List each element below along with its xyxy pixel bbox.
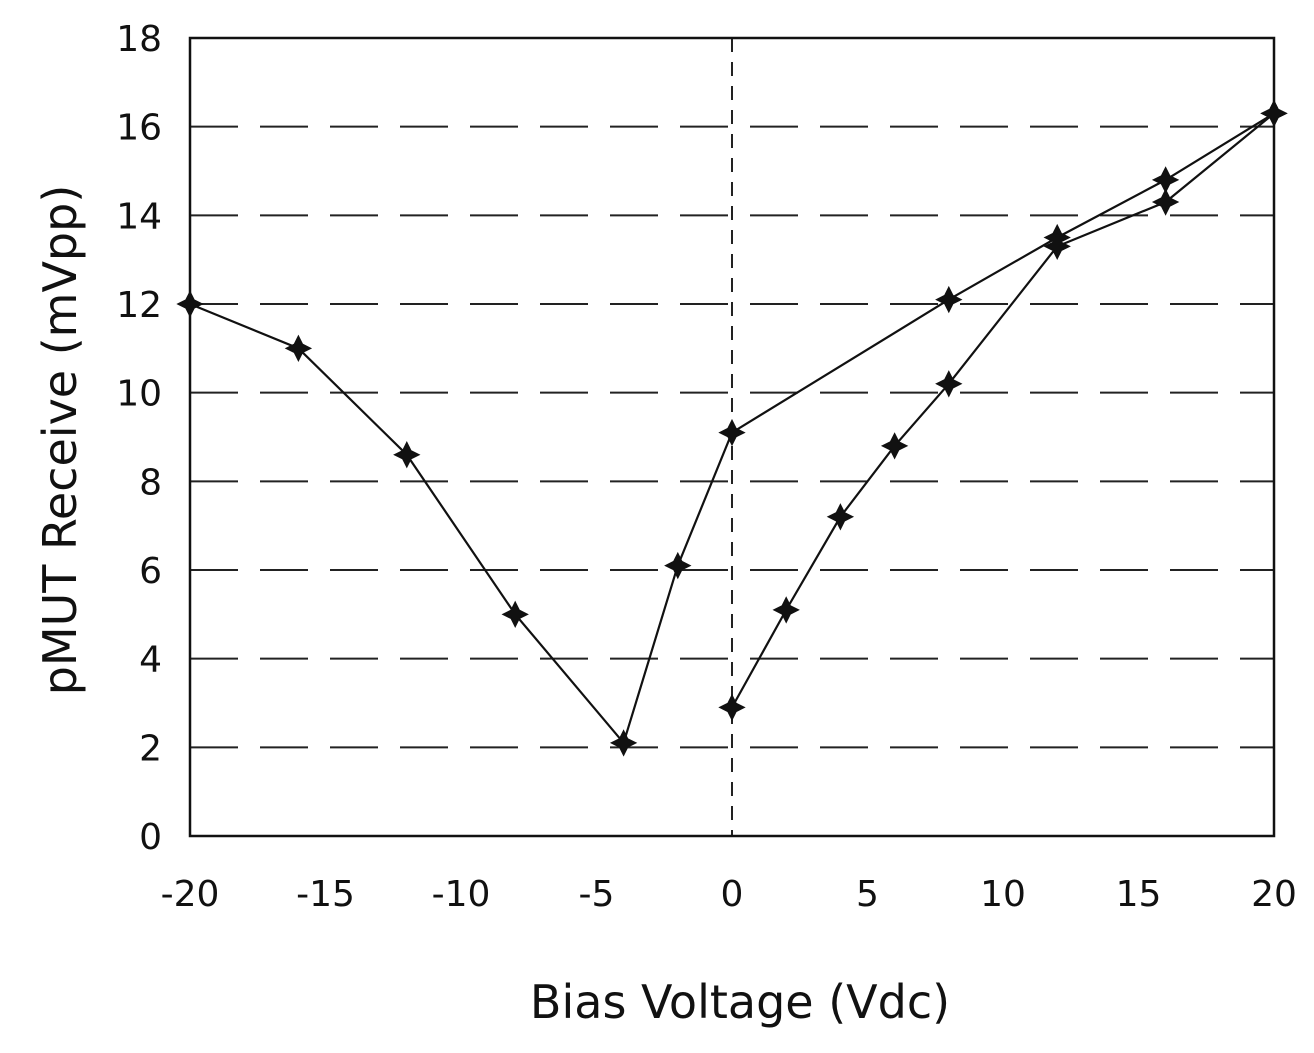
x-tick-label: 10 bbox=[980, 874, 1026, 915]
y-tick-label: 10 bbox=[116, 374, 162, 415]
y-tick-label: 4 bbox=[139, 640, 162, 681]
data-point bbox=[1154, 190, 1178, 214]
x-tick-label: -20 bbox=[161, 874, 220, 915]
x-tick-label: 20 bbox=[1251, 874, 1297, 915]
y-tick-label: 8 bbox=[139, 462, 162, 503]
y-tick-label: 12 bbox=[116, 285, 162, 326]
data-point bbox=[1262, 101, 1286, 125]
data-point bbox=[720, 421, 744, 445]
y-tick-label: 6 bbox=[139, 551, 162, 592]
data-point bbox=[178, 292, 202, 316]
y-tick-label: 14 bbox=[116, 196, 162, 237]
data-point bbox=[720, 695, 744, 719]
x-axis-title: Bias Voltage (Vdc) bbox=[530, 975, 950, 1029]
y-axis-title: pMUT Receive (mVpp) bbox=[33, 185, 87, 696]
data-point bbox=[666, 554, 690, 578]
data-point bbox=[937, 288, 961, 312]
data-point bbox=[1154, 168, 1178, 192]
x-tick-label: 15 bbox=[1116, 874, 1162, 915]
x-tick-label: -5 bbox=[579, 874, 615, 915]
x-tick-label: -10 bbox=[432, 874, 491, 915]
markers bbox=[178, 101, 1286, 755]
series-line-2 bbox=[732, 113, 1274, 707]
tick-labels: 0 2 4 6 8 10 12 14 16 18 -20 -15 -10 -5 0 5 10 15 20 bbox=[116, 19, 1297, 915]
data-point bbox=[828, 505, 852, 529]
x-tick-label: -15 bbox=[296, 874, 355, 915]
y-tick-label: 0 bbox=[139, 817, 162, 858]
x-tick-label: 5 bbox=[856, 874, 879, 915]
data-point bbox=[774, 598, 798, 622]
y-tick-label: 18 bbox=[116, 19, 162, 60]
y-tick-label: 2 bbox=[139, 728, 162, 769]
y-tick-label: 16 bbox=[116, 108, 162, 149]
x-tick-label: 0 bbox=[721, 874, 744, 915]
